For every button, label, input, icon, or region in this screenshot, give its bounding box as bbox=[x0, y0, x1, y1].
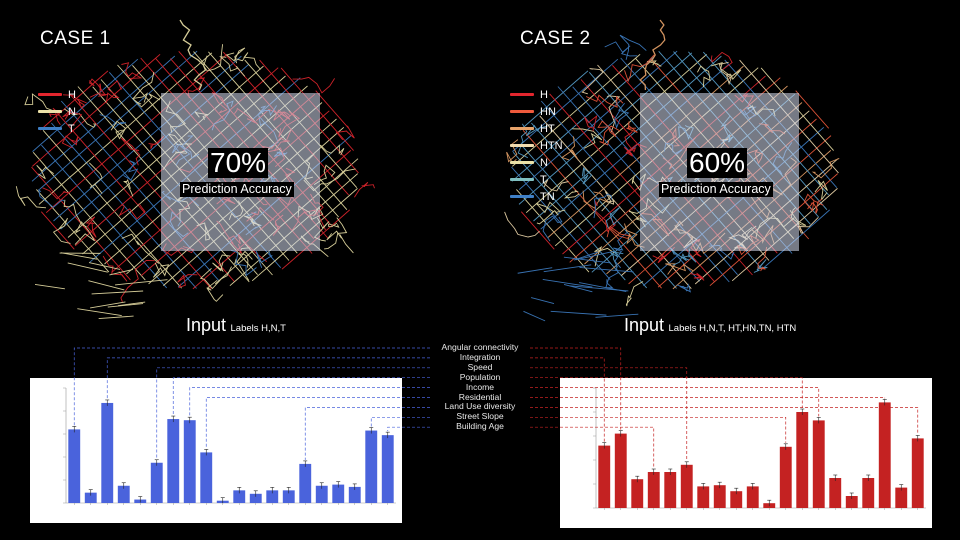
bar bbox=[183, 420, 196, 503]
case1-feature-importance-chart bbox=[30, 378, 402, 523]
bar bbox=[200, 452, 213, 503]
bar bbox=[68, 429, 81, 503]
bar bbox=[365, 430, 378, 503]
case2-legend: H HN HT HTN N T TN bbox=[510, 86, 563, 205]
legend-item-ht: HT bbox=[510, 120, 563, 137]
feature-item: Residential bbox=[458, 391, 502, 402]
legend-label-tn: TN bbox=[540, 190, 555, 203]
case2-title: CASE 2 bbox=[520, 28, 591, 49]
legend-swatch-ht bbox=[510, 127, 534, 130]
legend-label-h: H bbox=[540, 88, 548, 101]
legend-item-hn: HN bbox=[510, 103, 563, 120]
case2-accuracy-value: 60% bbox=[687, 147, 748, 178]
bar bbox=[315, 485, 328, 503]
legend-swatch-n bbox=[510, 161, 534, 164]
case1-input-caption: Input Labels H,N,T bbox=[186, 315, 286, 336]
feature-item: Population bbox=[459, 371, 501, 382]
case1-title: CASE 1 bbox=[40, 28, 111, 49]
bar bbox=[266, 490, 279, 503]
case2-feature-importance-chart bbox=[560, 378, 932, 528]
case2-input-word: Input bbox=[624, 315, 665, 335]
legend-swatch-t bbox=[510, 178, 534, 181]
legend-label-hn: HN bbox=[540, 105, 556, 118]
bar bbox=[117, 485, 130, 503]
legend-swatch-htn bbox=[510, 144, 534, 147]
legend-item-htn: HTN bbox=[510, 137, 563, 154]
legend-swatch-h bbox=[510, 93, 534, 96]
feature-item: Integration bbox=[459, 351, 501, 362]
legend-label-n: N bbox=[540, 156, 548, 169]
case1-input-word: Input bbox=[186, 315, 227, 335]
bar bbox=[911, 438, 924, 508]
bar bbox=[84, 492, 97, 503]
bar bbox=[150, 462, 163, 503]
bar bbox=[101, 402, 114, 503]
bar bbox=[829, 478, 842, 508]
feature-item: Angular connectivity bbox=[441, 342, 519, 352]
legend-label-n: N bbox=[68, 105, 76, 118]
case2-input-caption: Input Labels H,N,T, HT,HN,TN, HTN bbox=[624, 315, 796, 336]
case1-input-labels: Labels H,N,T bbox=[230, 323, 286, 334]
bar bbox=[167, 419, 180, 503]
bar bbox=[697, 486, 710, 508]
feature-item: Land Use diversity bbox=[444, 401, 516, 412]
case1-chart-svg bbox=[63, 387, 396, 505]
case2-chart-svg bbox=[593, 387, 926, 510]
feature-item: Income bbox=[465, 381, 495, 392]
legend-item-h: H bbox=[510, 86, 563, 103]
bar bbox=[647, 472, 660, 508]
bar bbox=[895, 487, 908, 508]
bar bbox=[845, 496, 858, 508]
legend-swatch-hn bbox=[510, 110, 534, 113]
legend-swatch-t bbox=[38, 127, 62, 130]
bar bbox=[381, 435, 394, 503]
legend-item-h: H bbox=[38, 86, 76, 103]
case2-input-labels: Labels H,N,T, HT,HN,TN, HTN bbox=[668, 323, 797, 334]
bar bbox=[664, 472, 677, 508]
bar bbox=[598, 445, 611, 508]
bar bbox=[862, 478, 875, 508]
bar bbox=[348, 486, 361, 503]
bar bbox=[233, 490, 246, 503]
bar bbox=[631, 479, 644, 508]
bar bbox=[730, 491, 743, 508]
legend-item-n: N bbox=[510, 154, 563, 171]
feature-list: Angular connectivity Integration Speed P… bbox=[430, 342, 530, 432]
legend-item-n: N bbox=[38, 103, 76, 120]
feature-item: Street Slope bbox=[456, 411, 504, 422]
legend-item-t: T bbox=[510, 171, 563, 188]
bar bbox=[779, 446, 792, 508]
legend-item-tn: TN bbox=[510, 188, 563, 205]
case1-legend: H N T bbox=[38, 86, 76, 137]
bar bbox=[299, 463, 312, 503]
bar bbox=[332, 484, 345, 503]
case1-accuracy-label: Prediction Accuracy bbox=[180, 182, 294, 197]
legend-item-t: T bbox=[38, 120, 76, 137]
legend-swatch-h bbox=[38, 93, 62, 96]
legend-label-h: H bbox=[68, 88, 76, 101]
legend-label-ht: HT bbox=[540, 122, 555, 135]
feature-item: Speed bbox=[467, 361, 493, 372]
bar bbox=[796, 412, 809, 508]
bar bbox=[282, 490, 295, 503]
feature-item: Building Age bbox=[456, 421, 504, 432]
bar bbox=[713, 485, 726, 508]
bar bbox=[878, 402, 891, 508]
bar bbox=[680, 464, 693, 508]
legend-label-htn: HTN bbox=[540, 139, 563, 152]
case2-accuracy-label: Prediction Accuracy bbox=[659, 182, 773, 197]
legend-label-t: T bbox=[540, 173, 547, 186]
case1-accuracy-value: 70% bbox=[208, 147, 269, 178]
bar bbox=[812, 420, 825, 508]
bar bbox=[746, 486, 759, 508]
legend-swatch-n bbox=[38, 110, 62, 113]
legend-swatch-tn bbox=[510, 195, 534, 198]
bar bbox=[614, 433, 627, 508]
bar bbox=[249, 493, 262, 503]
legend-label-t: T bbox=[68, 122, 75, 135]
